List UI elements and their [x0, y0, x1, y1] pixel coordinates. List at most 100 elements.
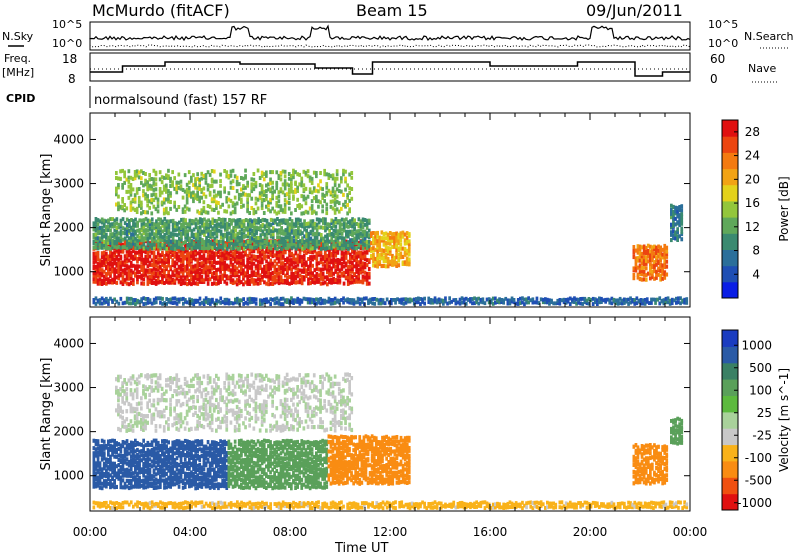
range-gate-cell	[315, 297, 318, 302]
range-gate-cell	[156, 276, 160, 281]
range-gate-cell	[179, 457, 183, 462]
range-gate-cell	[229, 173, 233, 178]
range-gate-cell	[665, 245, 669, 250]
range-gate-cell	[279, 208, 283, 212]
range-gate-cell	[171, 243, 175, 248]
range-gate-cell	[136, 274, 139, 279]
range-gate-cell	[159, 257, 162, 262]
range-gate-cell	[271, 218, 275, 223]
range-gate-cell	[299, 239, 302, 244]
range-gate-cell	[115, 248, 119, 253]
range-gate-cell	[634, 256, 638, 261]
range-gate-cell	[109, 461, 112, 466]
range-gate-cell	[232, 232, 235, 237]
range-gate-cell	[632, 255, 636, 260]
range-gate-cell	[127, 282, 131, 287]
range-gate-cell	[419, 302, 422, 306]
range-gate-cell	[133, 196, 137, 201]
range-gate-cell	[292, 260, 296, 265]
range-gate-cell	[253, 232, 256, 237]
range-gate-cell	[202, 302, 206, 306]
range-gate-cell	[361, 225, 365, 230]
range-gate-cell	[186, 472, 189, 477]
range-gate-cell	[271, 232, 275, 237]
range-gate-cell	[144, 453, 148, 458]
range-gate-cell	[273, 278, 277, 283]
range-gate-cell	[125, 217, 129, 222]
range-gate-cell	[136, 264, 139, 269]
range-gate-cell	[269, 198, 272, 202]
range-gate-cell	[190, 264, 193, 269]
range-gate-cell	[302, 277, 306, 282]
range-gate-cell	[177, 271, 181, 276]
range-gate-cell	[322, 236, 325, 241]
range-gate-cell	[225, 263, 229, 268]
range-gate-cell	[405, 239, 409, 244]
range-gate-cell	[365, 271, 369, 276]
range-gate-cell	[146, 478, 150, 483]
range-gate-cell	[292, 194, 295, 199]
range-gate-cell	[111, 264, 114, 269]
range-gate-cell	[355, 233, 359, 238]
range-gate-cell	[309, 267, 312, 272]
range-gate-cell	[188, 465, 191, 470]
range-gate-cell	[136, 484, 139, 489]
range-gate-cell	[154, 177, 158, 182]
range-gate-cell	[142, 218, 146, 223]
range-gate-cell	[280, 231, 283, 236]
range-gate-cell	[304, 170, 308, 175]
range-gate-cell	[219, 204, 222, 209]
range-gate-cell	[288, 217, 292, 222]
range-gate-cell	[500, 298, 503, 302]
range-gate-cell	[596, 298, 599, 303]
range-gate-cell	[146, 232, 150, 237]
range-gate-cell	[288, 298, 291, 303]
range-gate-cell	[154, 255, 158, 260]
range-gate-cell	[256, 249, 260, 254]
range-gate-cell	[367, 239, 371, 244]
range-gate-cell	[171, 482, 175, 487]
range-gate-cell	[107, 477, 110, 482]
range-gate-cell	[198, 217, 202, 222]
range-gate-cell	[190, 277, 193, 282]
range-gate-cell	[134, 242, 137, 247]
range-gate-cell	[275, 256, 279, 261]
range-gate-cell	[186, 277, 189, 281]
range-gate-cell	[150, 450, 154, 455]
range-gate-cell	[208, 485, 212, 490]
range-gate-cell	[311, 222, 315, 227]
range-gate-cell	[642, 244, 646, 249]
range-gate-cell	[146, 465, 150, 470]
range-gate-cell	[678, 208, 681, 213]
range-gate-cell	[107, 228, 110, 232]
range-gate-cell	[207, 225, 210, 229]
range-gate-cell	[288, 275, 291, 279]
range-gate-cell	[134, 256, 137, 261]
range-gate-cell	[290, 181, 293, 186]
range-gate-cell	[236, 218, 240, 223]
range-gate-cell	[676, 229, 679, 234]
range-gate-cell	[342, 236, 346, 241]
range-gate-cell	[278, 230, 281, 235]
range-gate-cell	[349, 224, 352, 228]
range-gate-cell	[363, 243, 367, 247]
range-gate-cell	[161, 250, 164, 255]
range-gate-cell	[651, 255, 654, 260]
range-gate-cell	[206, 470, 210, 475]
range-gate-cell	[326, 270, 329, 275]
range-gate-cell	[148, 462, 152, 467]
range-gate-cell	[301, 231, 304, 236]
range-gate-cell	[109, 217, 112, 222]
range-gate-cell	[167, 222, 171, 227]
range-gate-cell	[123, 236, 127, 241]
range-gate-cell	[109, 235, 112, 240]
range-gate-cell	[659, 262, 662, 267]
range-gate-cell	[159, 232, 162, 237]
range-gate-cell	[113, 479, 116, 484]
range-gate-cell	[184, 221, 187, 226]
range-gate-cell	[292, 172, 295, 176]
range-gate-cell	[246, 239, 250, 244]
range-gate-cell	[262, 177, 266, 182]
range-gate-cell	[219, 465, 222, 470]
range-gate-cell	[140, 281, 143, 286]
